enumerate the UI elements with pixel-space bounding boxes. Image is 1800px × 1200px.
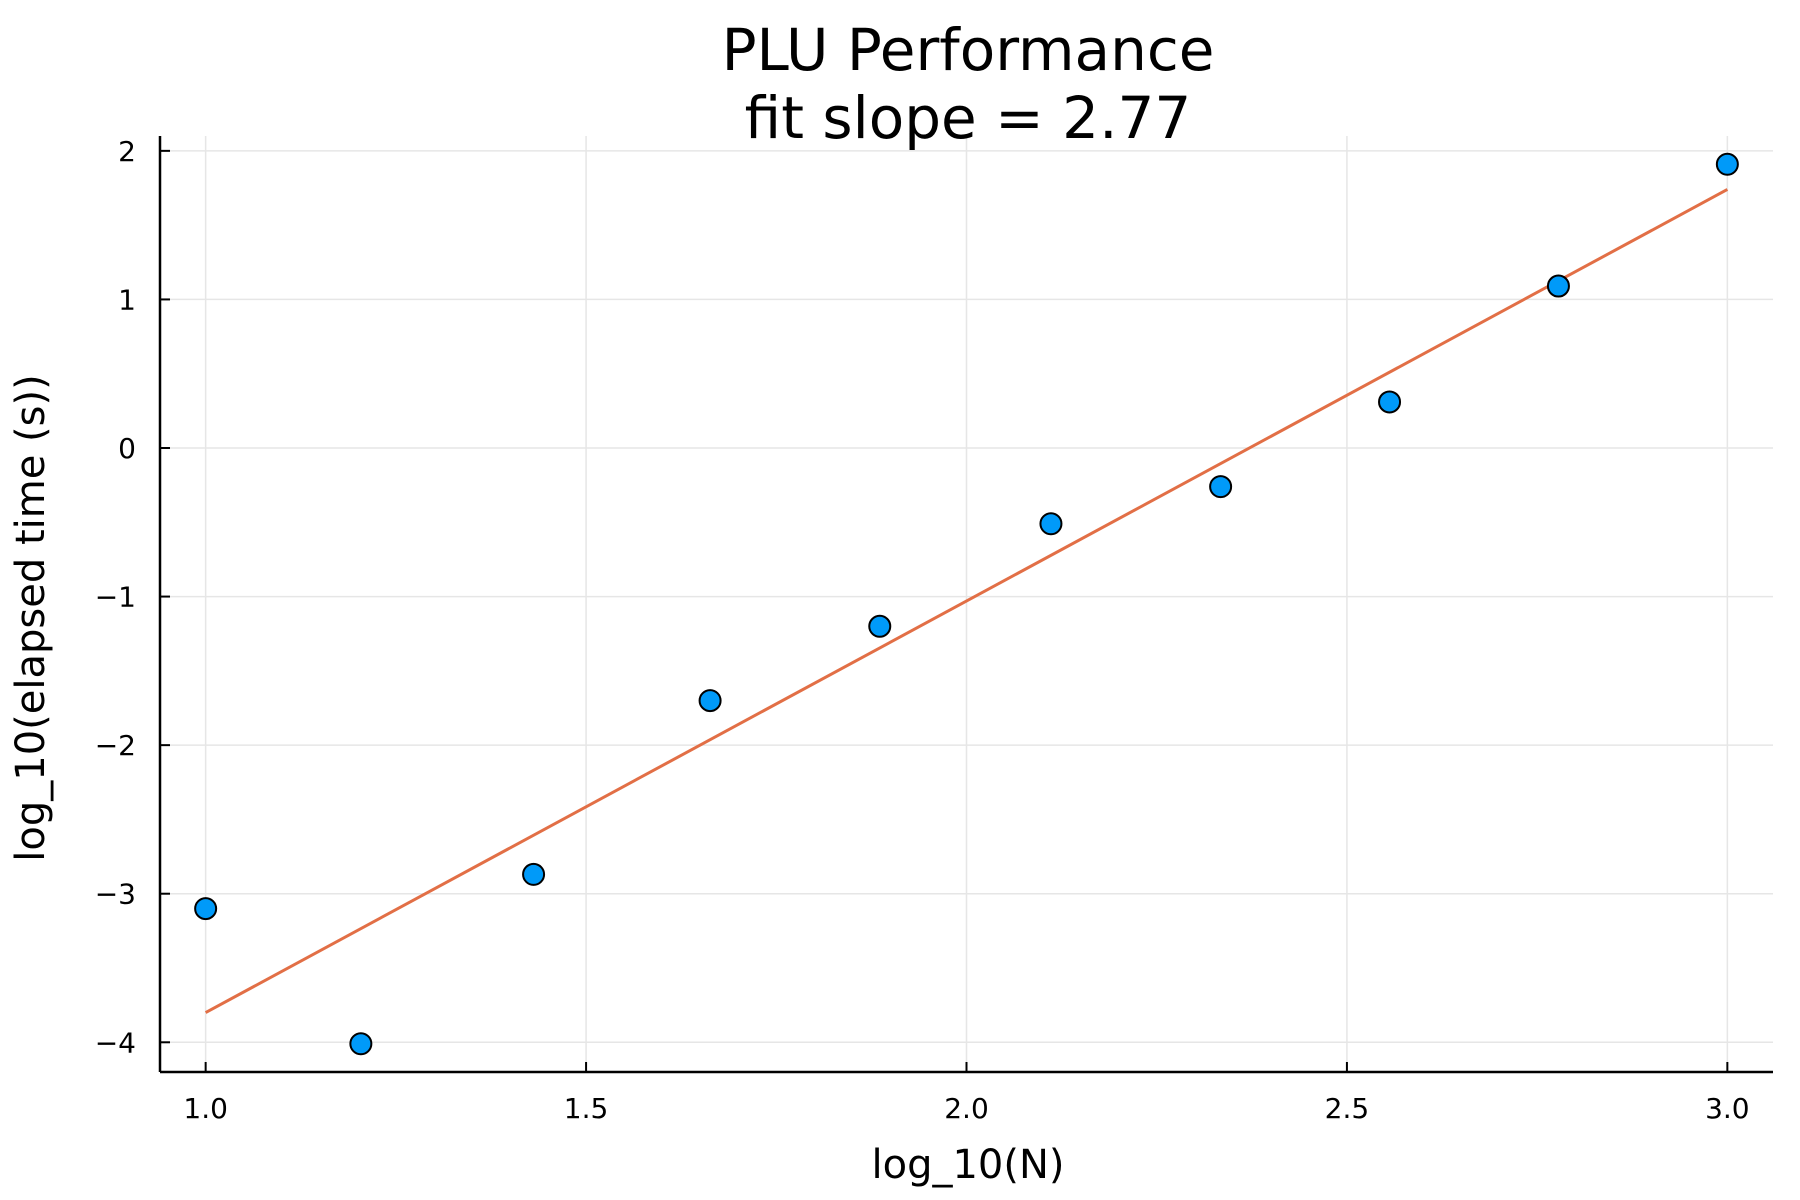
data-point bbox=[522, 862, 546, 886]
y-tick-label: −2 bbox=[95, 729, 136, 762]
data-point bbox=[1209, 475, 1233, 499]
data-point bbox=[194, 897, 218, 921]
x-tick-label: 3.0 bbox=[1705, 1092, 1750, 1125]
data-point bbox=[349, 1032, 373, 1056]
x-tick-label: 2.5 bbox=[1325, 1092, 1370, 1125]
y-tick-labels: −4 −3 −2 −1 0 1 2 bbox=[95, 135, 136, 1059]
y-tick-label: 2 bbox=[118, 135, 136, 168]
chart-title-line-2: fit slope = 2.77 bbox=[745, 84, 1192, 152]
chart-title-line-1: PLU Performance bbox=[722, 16, 1215, 84]
x-axis-label: log_10(N) bbox=[871, 1142, 1064, 1188]
x-tick-label: 1.5 bbox=[564, 1092, 609, 1125]
y-tick-label: 1 bbox=[118, 283, 136, 316]
y-axis-label: log_10(elapsed time (s)) bbox=[8, 374, 54, 861]
y-tick-label: −3 bbox=[95, 878, 136, 911]
y-tick-label: −4 bbox=[95, 1026, 136, 1059]
tick-marks bbox=[160, 149, 1729, 1072]
series-layer bbox=[194, 152, 1739, 1056]
data-point bbox=[1039, 512, 1063, 536]
grid-lines bbox=[160, 136, 1773, 1072]
x-tick-label: 1.0 bbox=[183, 1092, 228, 1125]
data-point bbox=[868, 614, 892, 638]
y-tick-label: 0 bbox=[118, 432, 136, 465]
y-tick-label: −1 bbox=[95, 581, 136, 614]
fit-line bbox=[204, 188, 1729, 1014]
data-point bbox=[1546, 274, 1570, 298]
x-tick-labels: 1.0 1.5 2.0 2.5 3.0 bbox=[183, 1092, 1749, 1125]
data-point bbox=[698, 689, 722, 713]
data-point bbox=[1715, 152, 1739, 176]
data-point bbox=[1378, 390, 1402, 414]
x-tick-label: 2.0 bbox=[944, 1092, 989, 1125]
